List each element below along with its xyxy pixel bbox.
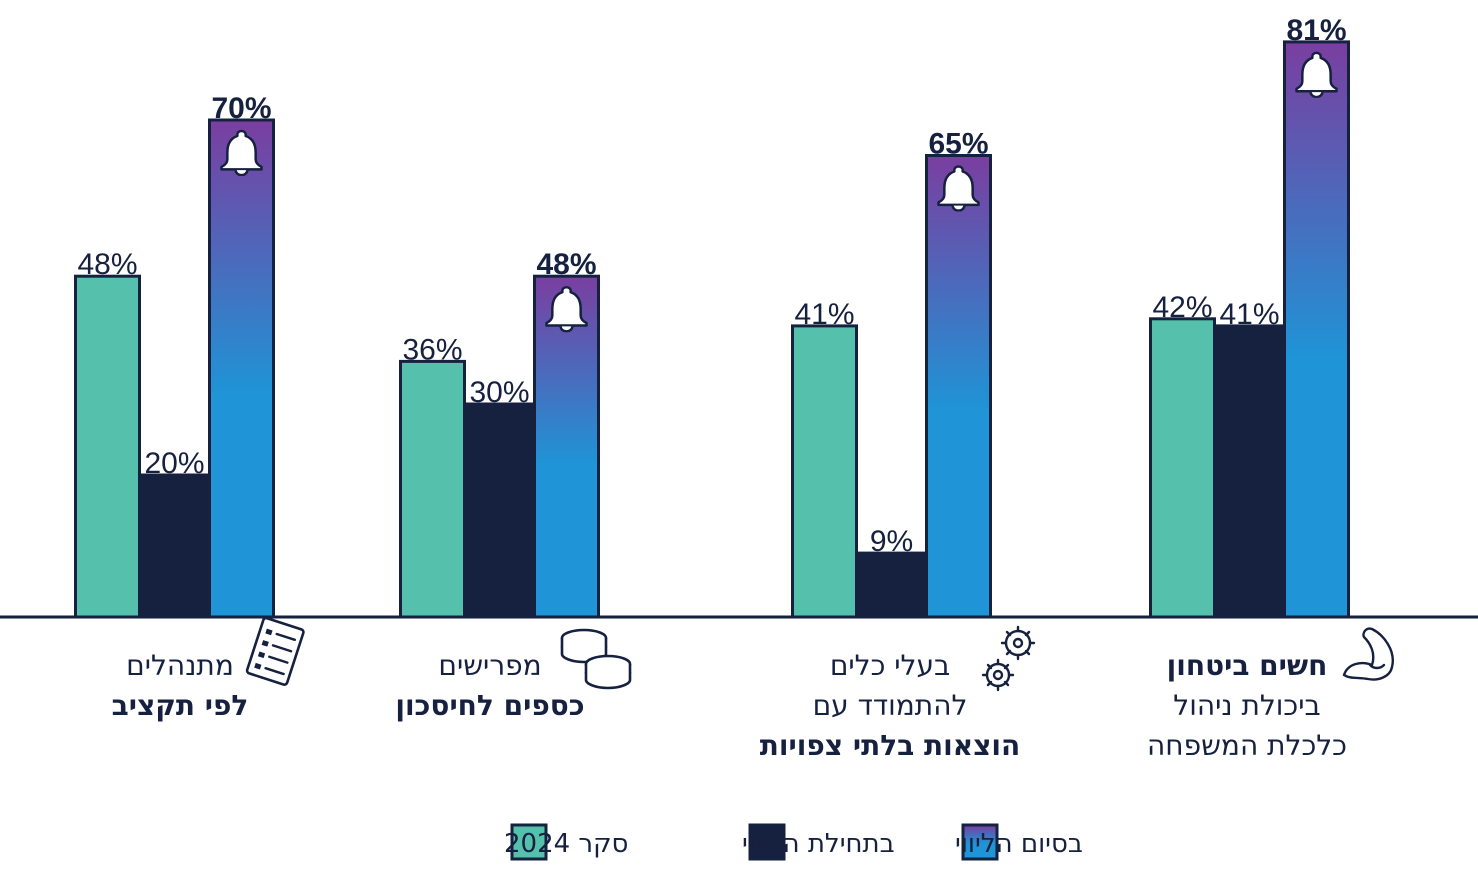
bar-end-budget — [208, 118, 275, 619]
legend: בסיום הליווי בתחילת הליווי סקר 2024 — [504, 823, 1083, 861]
value-label-start-unexpected: 9% — [870, 525, 913, 558]
value-label-survey-unexpected: 41% — [794, 298, 854, 331]
bars-layer — [74, 40, 1350, 619]
value-label-end-unexpected: 65% — [928, 128, 988, 161]
bar-survey-budget — [74, 274, 141, 619]
coins-icon — [560, 628, 632, 690]
legend-label-start: בתחילת הליווי — [742, 829, 895, 859]
legend-swatch-end — [961, 823, 999, 861]
category-label-budget-line-1: מתנהלים — [126, 649, 234, 682]
value-label-end-security: 81% — [1286, 14, 1346, 47]
value-label-survey-savings: 36% — [402, 333, 462, 366]
category-label-unexpected-line-2: להתמודד עם — [813, 689, 968, 722]
bar-start-savings — [466, 402, 533, 619]
bar-start-unexpected — [858, 551, 925, 619]
icons-layer — [245, 616, 1394, 692]
bar-start-budget — [141, 473, 208, 619]
bar-end-unexpected — [925, 154, 992, 619]
value-label-start-budget: 20% — [144, 447, 204, 480]
bar-end-savings — [533, 274, 600, 619]
value-label-start-security: 41% — [1219, 298, 1279, 331]
value-label-survey-security: 42% — [1152, 291, 1212, 324]
category-label-savings-line-1: מפרישים — [438, 649, 541, 682]
checklist-icon — [245, 616, 305, 686]
legend-label-end: בסיום הליווי — [955, 829, 1083, 859]
category-label-unexpected-line-3: הוצאות בלתי צפויות — [760, 729, 1020, 762]
category-label-budget-line-2: לפי תקציב — [112, 689, 249, 722]
bar-survey-unexpected — [791, 324, 858, 619]
value-label-end-savings: 48% — [536, 248, 596, 281]
gears-icon — [981, 625, 1036, 692]
category-label-savings-line-2: כספים לחיסכון — [395, 689, 584, 722]
legend-swatch-start — [748, 823, 786, 861]
flexed-arm-icon — [1342, 627, 1394, 681]
category-label-security-line-2: ביכולת ניהול — [1173, 689, 1320, 722]
value-label-start-savings: 30% — [469, 376, 529, 409]
legend-swatch-survey — [510, 823, 548, 861]
bar-start-security — [1216, 324, 1283, 619]
legend-label-survey: סקר 2024 — [504, 829, 628, 859]
bar-survey-savings — [399, 359, 466, 619]
value-label-end-budget: 70% — [211, 92, 271, 125]
bar-end-security — [1283, 40, 1350, 619]
category-label-unexpected-line-1: בעלי כלים — [830, 649, 950, 682]
value-label-survey-budget: 48% — [77, 248, 137, 281]
category-label-security-line-1: חשים ביטחון — [1167, 649, 1328, 682]
category-label-security-line-3: כלכלת המשפחה — [1147, 729, 1347, 762]
bar-survey-security — [1149, 317, 1216, 619]
